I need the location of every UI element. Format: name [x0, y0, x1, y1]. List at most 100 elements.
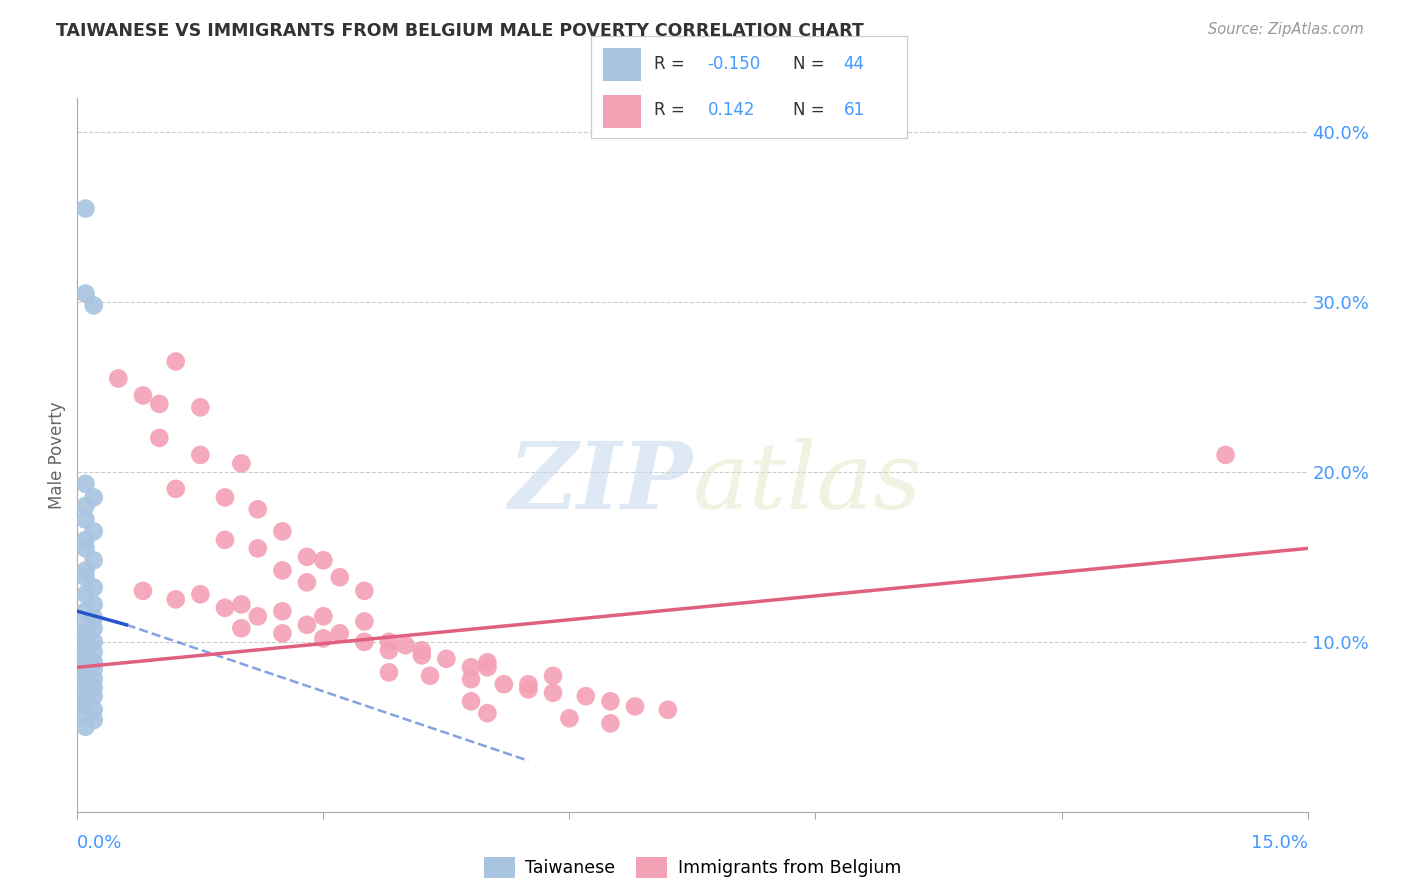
Bar — [603, 48, 641, 81]
Point — [541, 686, 564, 700]
Point — [132, 388, 155, 402]
Point — [83, 655, 105, 669]
Point — [75, 604, 97, 618]
Point — [271, 604, 294, 618]
Point — [378, 635, 401, 649]
Point — [295, 549, 318, 564]
Point — [132, 583, 155, 598]
Point — [75, 641, 97, 656]
Text: ZIP: ZIP — [508, 439, 693, 528]
Point — [83, 662, 105, 676]
Point — [419, 669, 441, 683]
Point — [83, 621, 105, 635]
Point — [517, 682, 540, 697]
Point — [83, 524, 105, 539]
Point — [271, 524, 294, 539]
Point — [165, 482, 187, 496]
Point — [271, 626, 294, 640]
Text: 0.0%: 0.0% — [77, 834, 122, 852]
Point — [107, 371, 129, 385]
Point — [312, 609, 335, 624]
Point — [75, 626, 97, 640]
Point — [295, 575, 318, 590]
Point — [165, 354, 187, 368]
Text: 61: 61 — [844, 101, 865, 119]
Point — [378, 665, 401, 680]
Point — [246, 609, 269, 624]
Point — [83, 298, 105, 312]
Point — [329, 570, 352, 584]
Bar — [603, 95, 641, 128]
Point — [83, 553, 105, 567]
Point — [599, 716, 621, 731]
Point — [492, 677, 515, 691]
Point — [75, 570, 97, 584]
Text: 44: 44 — [844, 55, 865, 73]
Point — [477, 660, 499, 674]
Point — [75, 638, 97, 652]
Point — [75, 533, 97, 547]
Point — [83, 598, 105, 612]
Point — [83, 611, 105, 625]
Point — [312, 632, 335, 646]
Point — [75, 665, 97, 680]
Point — [378, 643, 401, 657]
Point — [75, 617, 97, 632]
Point — [75, 630, 97, 644]
Point — [624, 699, 647, 714]
Text: 0.142: 0.142 — [707, 101, 755, 119]
Point — [599, 694, 621, 708]
Text: 15.0%: 15.0% — [1250, 834, 1308, 852]
Point — [460, 694, 482, 708]
Point — [231, 598, 253, 612]
Point — [75, 658, 97, 673]
Point — [231, 457, 253, 471]
Point — [83, 689, 105, 703]
Point — [75, 564, 97, 578]
Point — [188, 401, 212, 415]
Point — [75, 669, 97, 683]
Point — [165, 592, 187, 607]
Text: Source: ZipAtlas.com: Source: ZipAtlas.com — [1208, 22, 1364, 37]
Point — [75, 684, 97, 698]
Point — [75, 648, 97, 663]
Point — [75, 512, 97, 526]
Text: N =: N = — [793, 55, 830, 73]
Point — [517, 677, 540, 691]
Point — [460, 672, 482, 686]
Point — [558, 711, 581, 725]
Point — [477, 706, 499, 721]
Text: TAIWANESE VS IMMIGRANTS FROM BELGIUM MALE POVERTY CORRELATION CHART: TAIWANESE VS IMMIGRANTS FROM BELGIUM MAL… — [56, 22, 865, 40]
Text: N =: N = — [793, 101, 830, 119]
Point — [83, 681, 105, 695]
Point — [75, 698, 97, 712]
Point — [353, 583, 375, 598]
Point — [477, 655, 499, 669]
Point — [214, 533, 236, 547]
Point — [148, 397, 170, 411]
Point — [75, 541, 97, 556]
Point — [188, 587, 212, 601]
Point — [460, 660, 482, 674]
Point — [312, 553, 335, 567]
Point — [271, 564, 294, 578]
Point — [75, 720, 97, 734]
Point — [83, 713, 105, 727]
Point — [75, 499, 97, 513]
Point — [411, 643, 433, 657]
Point — [148, 431, 170, 445]
Text: R =: R = — [654, 101, 695, 119]
Point — [75, 694, 97, 708]
Text: R =: R = — [654, 55, 690, 73]
Text: atlas: atlas — [693, 439, 922, 528]
Point — [353, 635, 375, 649]
Point — [188, 448, 212, 462]
Point — [83, 703, 105, 717]
Point — [214, 600, 236, 615]
Point — [214, 491, 236, 505]
Point — [75, 476, 97, 491]
Point — [83, 645, 105, 659]
Legend: Taiwanese, Immigrants from Belgium: Taiwanese, Immigrants from Belgium — [477, 850, 908, 885]
Y-axis label: Male Poverty: Male Poverty — [48, 401, 66, 508]
Point — [231, 621, 253, 635]
